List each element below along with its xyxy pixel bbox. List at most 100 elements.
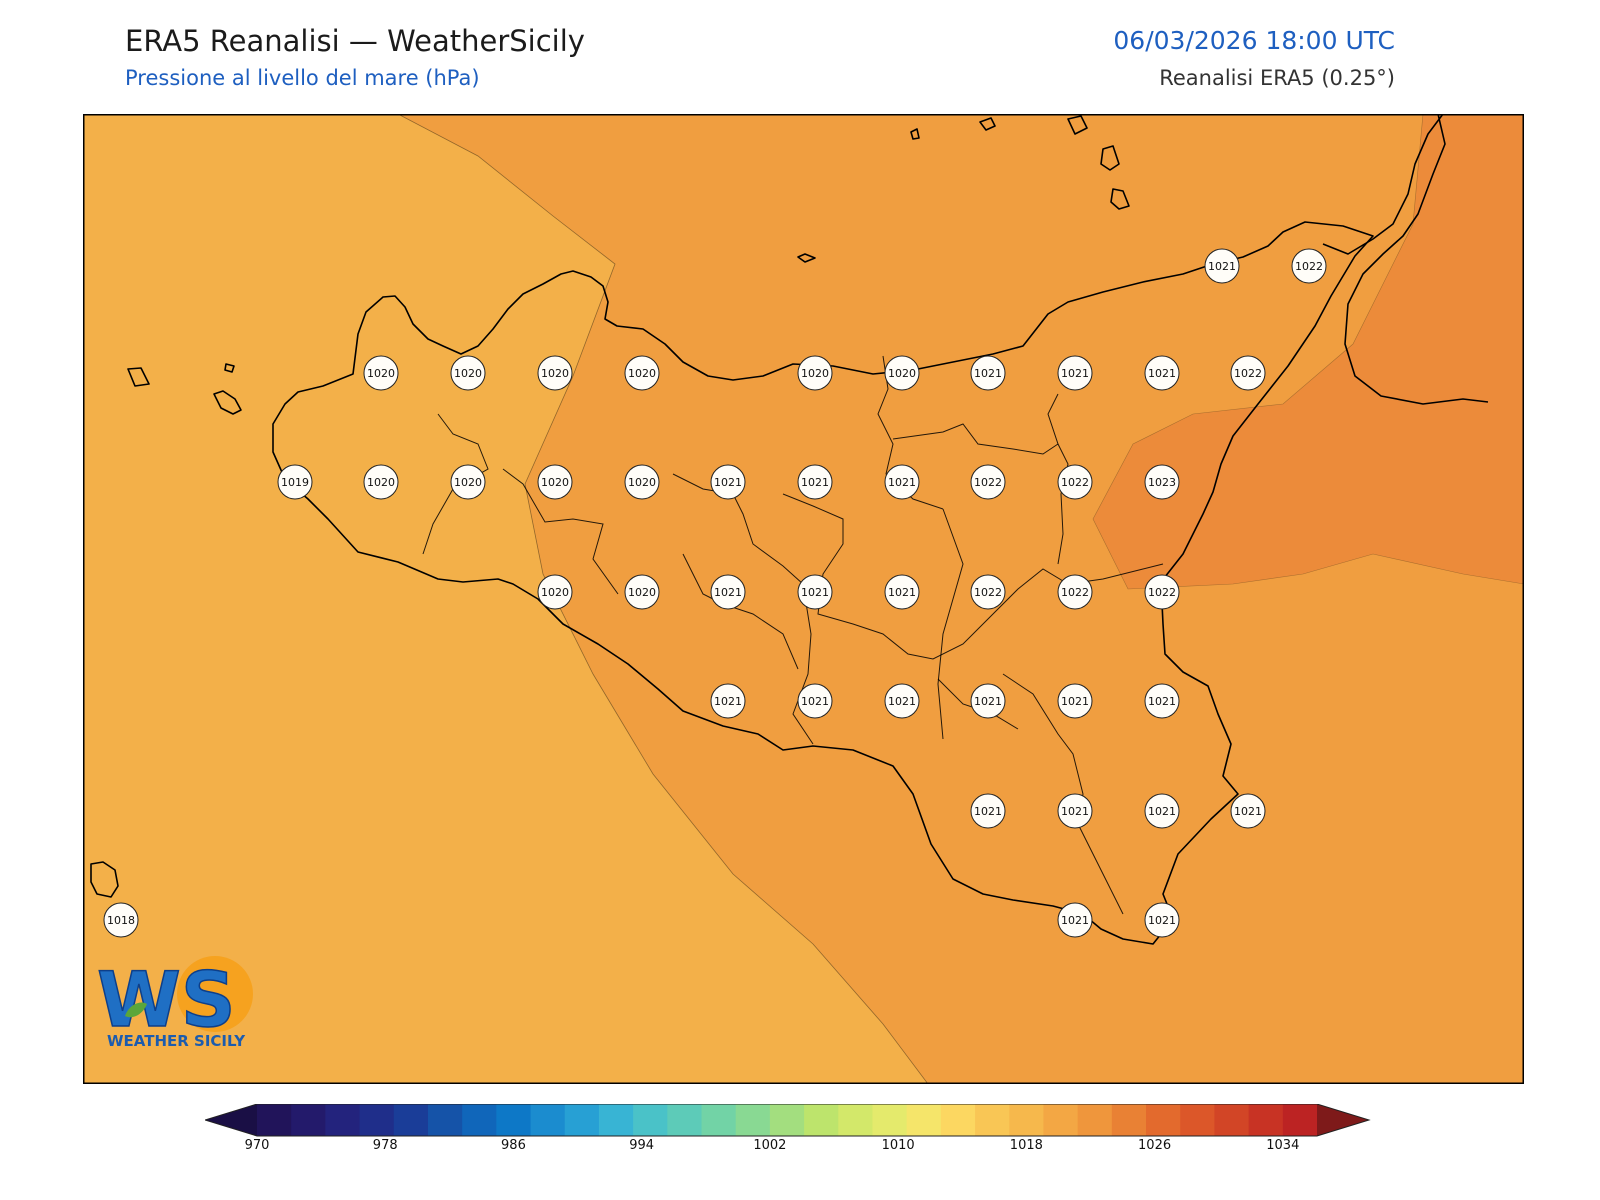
colorbar-cell xyxy=(838,1104,873,1136)
station-marker-circle xyxy=(970,683,1006,719)
station-pressure-value: 1020 xyxy=(628,476,656,489)
station-pressure-value: 1021 xyxy=(714,586,742,599)
station-marker-circle xyxy=(624,355,660,391)
weathersicily-logo: WS WEATHER SICILY xyxy=(96,954,253,1050)
station-marker: 1021 xyxy=(1057,683,1093,719)
colorbar-cell xyxy=(291,1104,326,1136)
station-marker: 1022 xyxy=(1291,248,1327,284)
station-marker: 1021 xyxy=(1204,248,1240,284)
station-marker-circle xyxy=(363,355,399,391)
station-marker: 1020 xyxy=(624,574,660,610)
station-marker: 1021 xyxy=(1057,793,1093,829)
station-marker: 1021 xyxy=(710,464,746,500)
station-pressure-value: 1020 xyxy=(888,367,916,380)
station-marker: 1020 xyxy=(624,464,660,500)
station-marker-circle xyxy=(1057,464,1093,500)
colorbar-cell xyxy=(1111,1104,1147,1136)
station-marker-circle xyxy=(884,574,920,610)
station-marker: 1021 xyxy=(1057,355,1093,391)
pressure-colorbar: 970 978 986 994 1002 1010 1018 1026 1034 xyxy=(205,1104,1371,1153)
colorbar-cells xyxy=(205,1104,1371,1137)
station-marker-circle xyxy=(884,355,920,391)
colorbar-cell xyxy=(1146,1104,1181,1136)
station-pressure-value: 1020 xyxy=(454,476,482,489)
valid-datetime: 06/03/2026 18:00 UTC xyxy=(1113,26,1395,55)
station-pressure-value: 1020 xyxy=(628,367,656,380)
station-pressure-value: 1021 xyxy=(1148,695,1176,708)
station-marker: 1021 xyxy=(1057,902,1093,938)
station-marker-circle xyxy=(970,793,1006,829)
station-pressure-value: 1020 xyxy=(541,586,569,599)
colorbar-cell xyxy=(359,1104,395,1136)
station-marker-circle xyxy=(797,683,833,719)
map-subtitle: Pressione al livello del mare (hPa) xyxy=(125,66,480,90)
station-pressure-value: 1021 xyxy=(801,695,829,708)
station-markers: 1021 1022 1020 1020 1020 1020 1020 1020 1021 1021… xyxy=(103,248,1327,938)
colorbar-frame xyxy=(205,1104,1371,1137)
station-marker: 1021 xyxy=(797,574,833,610)
colorbar-cell xyxy=(257,1104,292,1136)
station-marker-circle xyxy=(1230,355,1266,391)
station-marker-circle xyxy=(537,464,573,500)
colorbar-cell xyxy=(564,1104,600,1136)
logo-letters: WS xyxy=(97,955,236,1044)
station-pressure-value: 1021 xyxy=(1148,805,1176,818)
station-pressure-value: 1021 xyxy=(974,367,1002,380)
contour-1021 xyxy=(1092,114,1524,590)
station-marker: 1020 xyxy=(363,355,399,391)
station-marker: 1021 xyxy=(970,355,1006,391)
vulcano xyxy=(1110,188,1130,210)
colorbar-tick-label: 978 xyxy=(373,1138,398,1153)
colorbar-tick-label: 1010 xyxy=(882,1138,915,1153)
station-marker: 1018 xyxy=(103,902,139,938)
station-marker: 1019 xyxy=(277,464,313,500)
colorbar-tick-label: 1034 xyxy=(1266,1138,1299,1153)
station-marker: 1020 xyxy=(537,355,573,391)
station-pressure-value: 1021 xyxy=(801,586,829,599)
colorbar-tick-label: 1018 xyxy=(1010,1138,1043,1153)
station-marker: 1021 xyxy=(1144,902,1180,938)
station-pressure-value: 1020 xyxy=(541,367,569,380)
station-marker-circle xyxy=(537,574,573,610)
station-marker: 1021 xyxy=(797,683,833,719)
map-title: ERA5 Reanalisi — WeatherSicily xyxy=(125,24,585,58)
station-marker-circle xyxy=(1144,574,1180,610)
station-pressure-value: 1020 xyxy=(628,586,656,599)
colorbar-cell xyxy=(906,1104,942,1136)
station-marker-circle xyxy=(1204,248,1240,284)
station-marker: 1020 xyxy=(537,574,573,610)
colorbar-tick-label: 1026 xyxy=(1138,1138,1171,1153)
colorbar-tick-label: 1002 xyxy=(753,1138,786,1153)
station-marker-circle xyxy=(710,574,746,610)
calabria-coastline xyxy=(1344,114,1489,405)
station-pressure-value: 1021 xyxy=(1148,367,1176,380)
station-marker-circle xyxy=(1144,683,1180,719)
station-marker-circle xyxy=(1057,793,1093,829)
station-pressure-value: 1021 xyxy=(888,586,916,599)
station-marker: 1022 xyxy=(1057,574,1093,610)
station-marker: 1023 xyxy=(1144,464,1180,500)
station-marker: 1021 xyxy=(1144,683,1180,719)
colorbar-cell xyxy=(1077,1104,1113,1136)
station-pressure-value: 1022 xyxy=(1148,586,1176,599)
station-marker: 1021 xyxy=(884,464,920,500)
station-marker: 1022 xyxy=(1144,574,1180,610)
station-marker-circle xyxy=(363,464,399,500)
favignana xyxy=(213,390,242,415)
station-pressure-value: 1020 xyxy=(367,476,395,489)
station-marker-circle xyxy=(1144,355,1180,391)
ustica xyxy=(797,253,816,263)
station-marker-circle xyxy=(624,574,660,610)
colorbar-cell xyxy=(393,1104,429,1136)
station-pressure-value: 1021 xyxy=(714,476,742,489)
station-marker-circle xyxy=(537,355,573,391)
data-source: Reanalisi ERA5 (0.25°) xyxy=(1159,66,1395,90)
colorbar-cell xyxy=(701,1104,737,1136)
station-pressure-value: 1021 xyxy=(974,805,1002,818)
station-pressure-value: 1019 xyxy=(281,476,309,489)
station-marker-circle xyxy=(970,464,1006,500)
station-marker-circle xyxy=(103,902,139,938)
station-pressure-value: 1021 xyxy=(1234,805,1262,818)
calabria-north-coastline xyxy=(1322,114,1444,255)
station-marker-circle xyxy=(710,464,746,500)
